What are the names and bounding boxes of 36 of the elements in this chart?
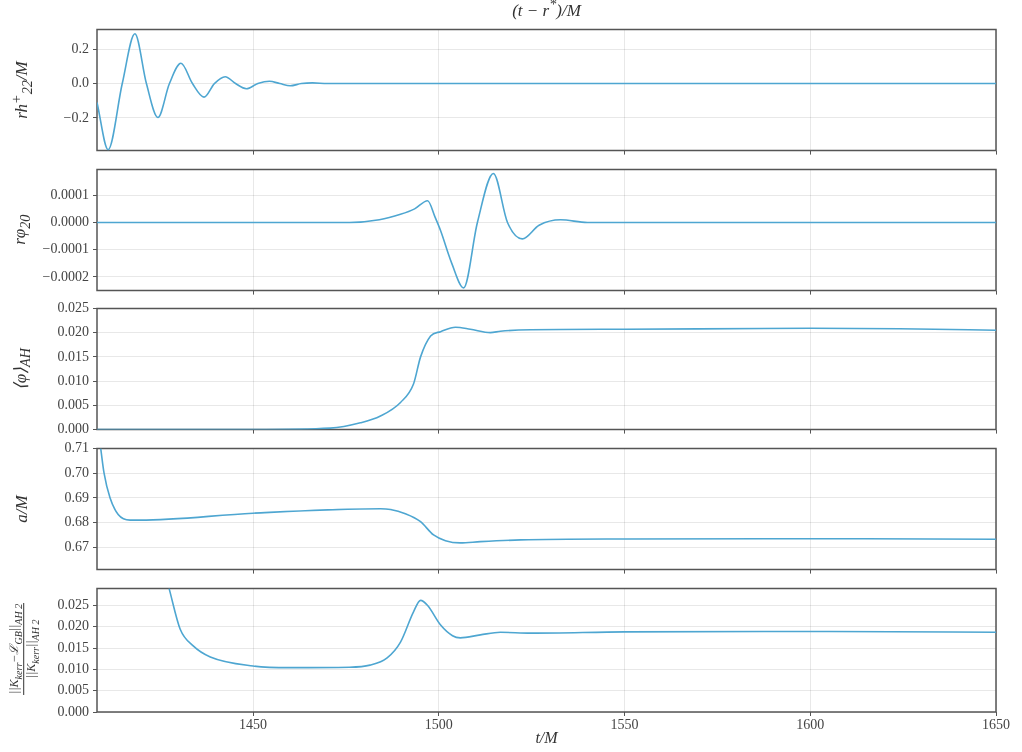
y-tick-label: 0.000 [57,421,89,437]
line-series [97,32,996,151]
y-tick-label: 0.71 [64,440,89,456]
line-series [97,172,996,289]
y-tick-label: 0.005 [57,682,89,698]
y-tick-label: 0.015 [57,348,89,364]
x-tick-label: 1550 [610,717,639,733]
y-tick-label: 0.0 [71,75,89,91]
line-series [99,448,996,544]
x-tick-label: 1650 [982,717,1010,733]
y-tick-label: 0.0000 [50,214,89,230]
y-tick-label: −0.0002 [42,268,89,284]
line-series [168,588,996,669]
y-tick-label: 0.005 [57,397,89,413]
x-tick-label: 1450 [239,717,268,733]
y-tick-label: 0.020 [57,324,89,340]
y-tick-label: 0.025 [57,300,89,316]
y-tick-label: 0.000 [57,703,89,719]
y-axis-title: a/M [11,495,32,523]
y-tick-label: 0.70 [64,464,89,480]
y-tick-label: 0.015 [57,639,89,655]
x-axis-title: t/M [535,729,558,747]
y-tick-label: −0.0001 [42,241,89,257]
x-tick-label: 1600 [796,717,825,733]
x-tick-label: 1500 [424,717,453,733]
y-tick-label: 0.2 [71,40,89,56]
y-tick-label: 0.68 [64,514,89,530]
y-tick-label: −0.2 [63,109,89,125]
y-tick-label: 0.69 [64,489,89,505]
y-tick-label: 0.010 [57,372,89,388]
chart-title: (t − r$^{*}$)/M [512,0,581,21]
y-tick-label: 0.0001 [50,186,89,202]
y-tick-label: 0.67 [64,539,89,555]
y-tick-label: 0.025 [57,597,89,613]
y-tick-label: 0.020 [57,618,89,634]
y-tick-label: 0.010 [57,661,89,677]
